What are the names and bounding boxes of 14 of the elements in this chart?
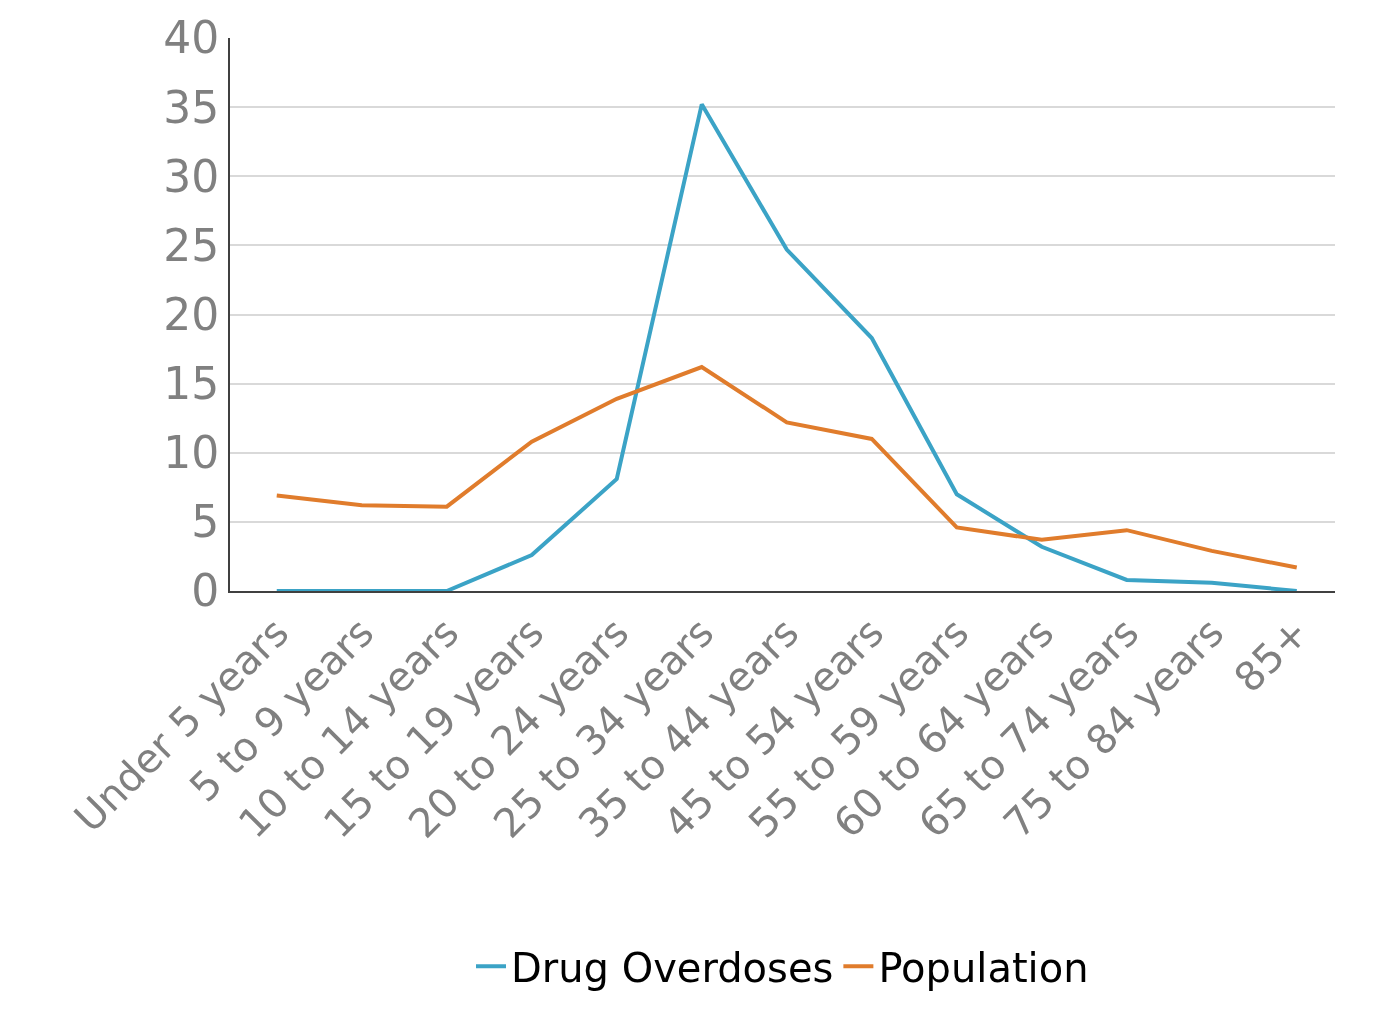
- y-tick-label: 30: [163, 150, 220, 202]
- y-tick-label: 20: [163, 288, 220, 340]
- line-series: [274, 102, 1299, 591]
- y-tick-label: 35: [163, 81, 220, 133]
- y-tick-label: 15: [163, 358, 220, 410]
- y-tick-label: 5: [191, 496, 220, 548]
- y-tick-label: 10: [163, 427, 220, 479]
- y-tick-label: 0: [191, 565, 220, 617]
- line-series: [274, 365, 1299, 570]
- legend-label: Drug Overdoses: [511, 944, 834, 991]
- legend-label: Population: [878, 944, 1089, 991]
- y-tick-label: 25: [163, 219, 220, 271]
- x-tick-label: 85+: [1225, 608, 1318, 702]
- y-tick-label: 40: [163, 12, 220, 64]
